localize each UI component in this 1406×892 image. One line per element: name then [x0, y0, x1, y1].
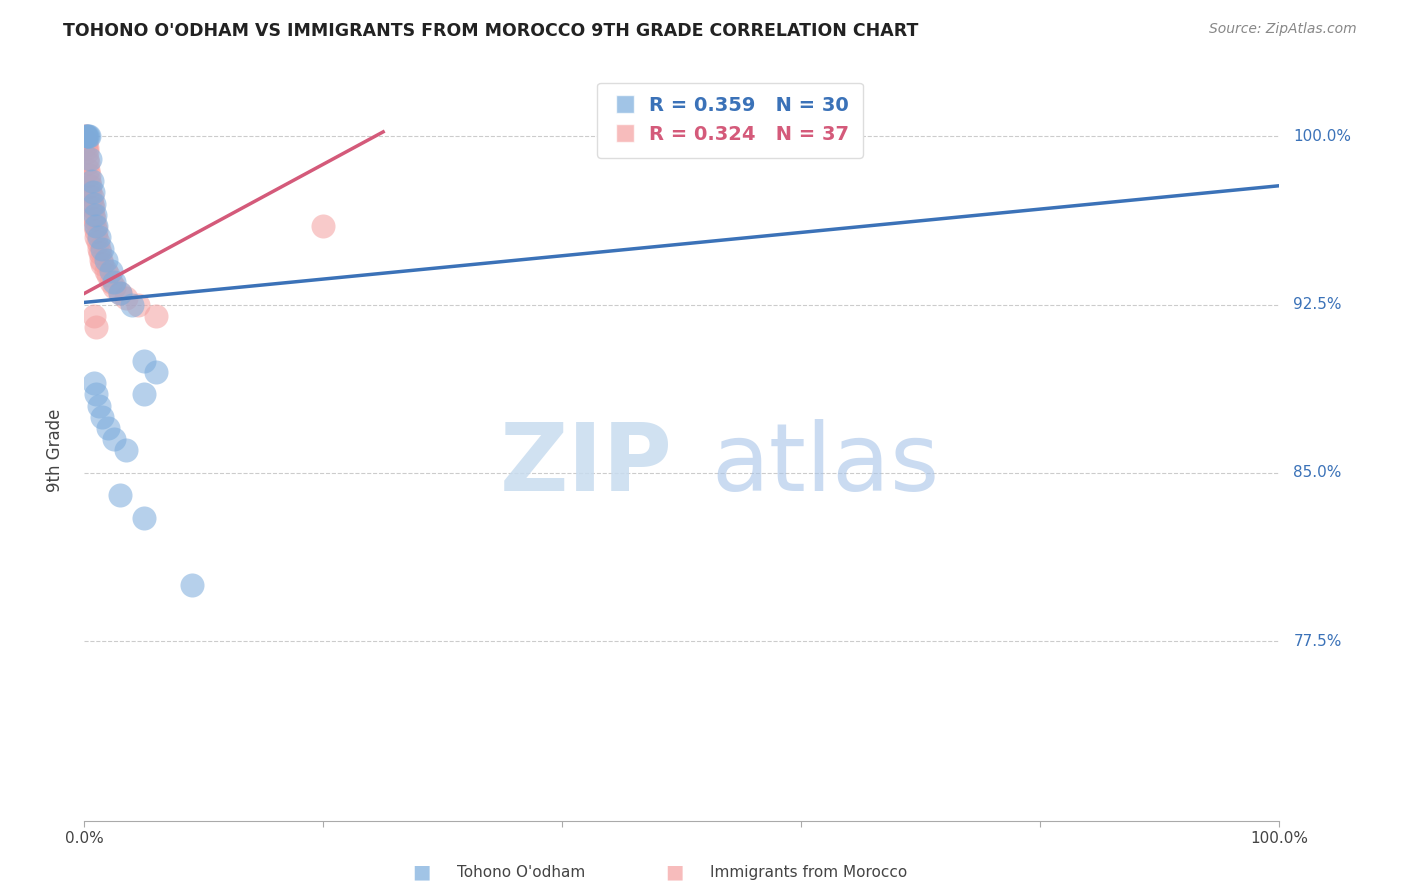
Point — [103, 432, 125, 446]
Point — [94, 252, 117, 267]
Point — [82, 201, 104, 215]
Point — [83, 376, 105, 391]
Y-axis label: 9th Grade: 9th Grade — [45, 409, 63, 492]
Point — [312, 219, 335, 233]
Point — [82, 186, 104, 200]
Point — [145, 309, 167, 323]
Point — [103, 279, 125, 293]
Point — [86, 230, 108, 244]
Text: 92.5%: 92.5% — [1294, 297, 1341, 312]
Point — [75, 129, 97, 144]
Point — [87, 399, 110, 413]
Point — [77, 129, 100, 144]
Point — [86, 224, 108, 238]
Point — [91, 409, 114, 424]
Point — [121, 298, 143, 312]
Point — [79, 178, 101, 193]
Text: ■: ■ — [665, 863, 685, 882]
Point — [89, 246, 111, 260]
Text: Immigrants from Morocco: Immigrants from Morocco — [710, 865, 907, 880]
Point — [76, 152, 98, 166]
Point — [80, 174, 103, 188]
Point — [83, 309, 105, 323]
Point — [86, 320, 108, 334]
Point — [80, 196, 103, 211]
Point — [76, 129, 98, 144]
Point — [84, 208, 107, 222]
Point — [86, 219, 108, 233]
Point — [82, 208, 104, 222]
Point — [103, 275, 125, 289]
Point — [90, 252, 112, 267]
Point — [110, 286, 132, 301]
Point — [115, 443, 138, 458]
Point — [115, 291, 138, 305]
Point — [86, 235, 108, 249]
Text: ■: ■ — [412, 863, 432, 882]
Point — [80, 190, 103, 204]
Point — [132, 510, 156, 524]
Point — [77, 168, 100, 182]
Text: 85.0%: 85.0% — [1294, 466, 1341, 481]
Point — [132, 387, 156, 401]
Point — [127, 298, 149, 312]
Point — [79, 152, 101, 166]
Point — [75, 129, 97, 144]
Point — [97, 268, 120, 283]
Point — [83, 212, 105, 227]
Point — [77, 163, 100, 178]
Text: 100.0%: 100.0% — [1294, 128, 1351, 144]
Point — [77, 156, 100, 170]
Point — [97, 421, 120, 435]
Point — [76, 145, 98, 159]
Point — [76, 140, 98, 154]
Legend: R = 0.359   N = 30, R = 0.324   N = 37: R = 0.359 N = 30, R = 0.324 N = 37 — [596, 83, 863, 158]
Point — [87, 230, 110, 244]
Point — [91, 257, 114, 271]
Point — [91, 242, 114, 256]
Text: 77.5%: 77.5% — [1294, 633, 1341, 648]
Point — [79, 186, 101, 200]
Text: Tohono O'odham: Tohono O'odham — [457, 865, 585, 880]
Text: Source: ZipAtlas.com: Source: ZipAtlas.com — [1209, 22, 1357, 37]
Text: TOHONO O'ODHAM VS IMMIGRANTS FROM MOROCCO 9TH GRADE CORRELATION CHART: TOHONO O'ODHAM VS IMMIGRANTS FROM MOROCC… — [63, 22, 918, 40]
Point — [75, 138, 97, 153]
Point — [77, 174, 100, 188]
Point — [87, 242, 110, 256]
Point — [84, 219, 107, 233]
Point — [100, 264, 122, 278]
Point — [145, 365, 167, 379]
Point — [110, 488, 132, 502]
Point — [100, 275, 122, 289]
Point — [86, 387, 108, 401]
Point — [132, 353, 156, 368]
Text: ZIP: ZIP — [501, 419, 672, 511]
Point — [94, 264, 117, 278]
Text: atlas: atlas — [711, 419, 939, 511]
Point — [75, 134, 97, 148]
Point — [77, 129, 100, 144]
Point — [181, 578, 204, 592]
Point — [73, 129, 96, 144]
Point — [83, 196, 105, 211]
Point — [110, 286, 132, 301]
